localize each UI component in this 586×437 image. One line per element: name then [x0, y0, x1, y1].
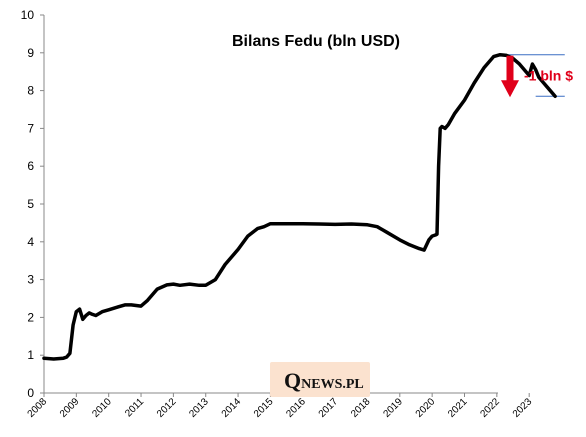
series-line: [42, 52, 557, 361]
y-tick-label: 1: [27, 348, 34, 362]
x-tick-label: 2014: [220, 396, 244, 420]
x-tick-label: 2022: [478, 396, 502, 420]
x-tick-label: 2011: [123, 396, 146, 419]
x-tick-label: 2009: [58, 396, 82, 420]
reference-lines: [498, 54, 565, 97]
chart-title: Bilans Fedu (bln USD): [232, 33, 400, 50]
x-tick-label: 2013: [187, 396, 211, 420]
annotation-arrow-shaft: [506, 55, 514, 82]
y-tick-label: 9: [27, 46, 34, 60]
watermark-logo: QNEWS.PL: [270, 362, 370, 397]
annotation-arrow-head: [501, 80, 519, 98]
y-tick-label: 7: [27, 121, 34, 135]
annotation-label: -1 bln $: [524, 67, 573, 83]
x-tick-labels: 2008 2009 2010 2011 2012 2013 2014 2015 2016 2017…: [26, 393, 535, 420]
watermark-first-letter: Q: [284, 368, 301, 393]
x-tick-label: 2018: [349, 396, 373, 420]
annotation-layer: -1 bln $: [501, 55, 573, 98]
x-tick-label: 2012: [155, 396, 179, 420]
y-tick-label: 2: [27, 310, 34, 324]
x-tick-label: 2019: [381, 396, 405, 420]
watermark-background: [270, 362, 370, 397]
x-tick-label: 2023: [511, 396, 535, 420]
y-tick-label: 4: [27, 235, 34, 249]
x-tick-label: 2020: [414, 396, 438, 420]
series-layer: [42, 52, 557, 361]
y-tick-label: 10: [21, 8, 35, 22]
y-tick-label: 6: [27, 159, 34, 173]
y-tick-labels: 0 1 2 3 4 5 6 7 8 9 10: [21, 8, 44, 400]
watermark-text: QNEWS.PL: [284, 368, 364, 393]
y-tick-label: 0: [27, 386, 34, 400]
y-tick-label: 8: [27, 84, 34, 98]
watermark-rest: NEWS.PL: [301, 377, 364, 392]
x-tick-label: 2010: [90, 396, 114, 420]
axes: [43, 15, 498, 394]
y-tick-label: 3: [27, 273, 34, 287]
x-tick-label: 2016: [284, 396, 308, 420]
x-tick-label: 2017: [317, 396, 341, 420]
y-tick-label: 5: [27, 197, 34, 211]
x-tick-label: 2021: [446, 396, 470, 420]
x-tick-label: 2015: [252, 396, 276, 420]
